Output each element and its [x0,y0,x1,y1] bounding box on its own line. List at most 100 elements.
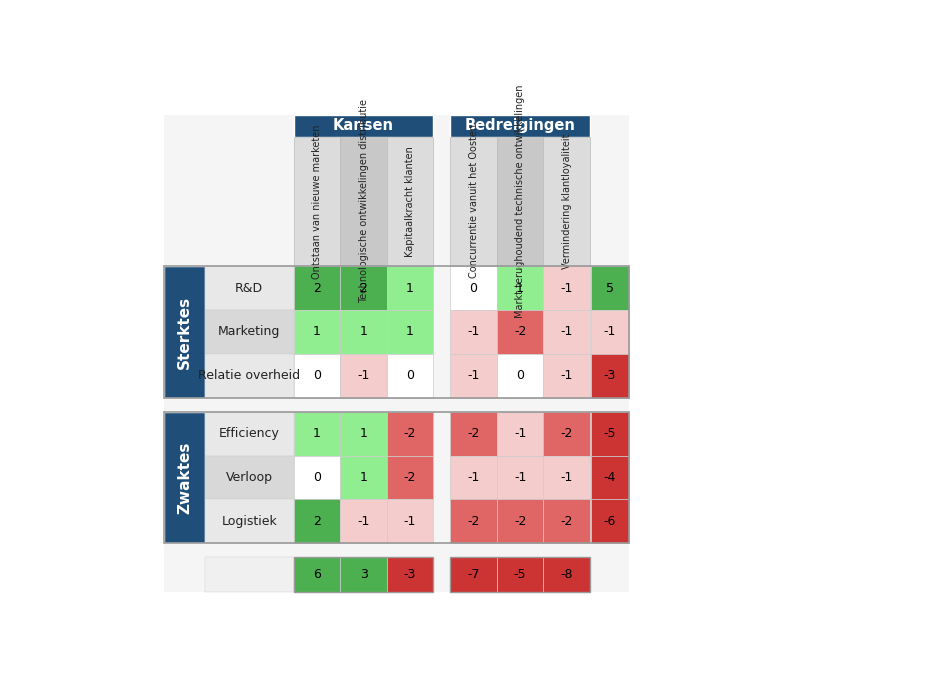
Text: -2: -2 [560,427,572,440]
Bar [451,557,497,592]
Text: 2: 2 [313,515,321,528]
Bar [497,354,543,398]
Text: -1: -1 [560,471,572,484]
Bar [340,499,387,543]
Bar [497,557,543,592]
Text: -8: -8 [560,568,572,581]
Bar [387,310,433,354]
Text: 1: 1 [406,326,414,339]
Text: 0: 0 [516,369,524,382]
Bar [205,499,294,543]
Text: 5: 5 [606,282,614,295]
Text: 0: 0 [313,471,321,484]
Text: -1: -1 [560,326,572,339]
Bar [205,412,294,456]
Text: Zwaktes: Zwaktes [177,441,192,514]
Bar [387,557,433,592]
Bar [451,499,497,543]
Text: -1: -1 [357,369,370,382]
Bar [294,557,433,592]
Text: -1: -1 [468,326,480,339]
Text: 0: 0 [313,369,321,382]
Bar [387,499,433,543]
Text: Concurrentie vanuit het Oosten: Concurrentie vanuit het Oosten [469,124,479,278]
Bar [543,354,590,398]
Bar [543,557,590,592]
Bar [294,557,340,592]
Bar [451,137,497,266]
Text: -5: -5 [514,568,526,581]
Bar [387,412,433,456]
Bar [340,310,387,354]
Bar [340,412,387,456]
Text: -1: -1 [404,515,416,528]
Bar [164,412,205,543]
Bar [294,456,340,499]
Text: -1: -1 [514,471,526,484]
Text: -2: -2 [514,515,526,528]
Bar [340,354,387,398]
Bar [497,137,543,266]
Bar [591,456,629,499]
Bar [164,266,629,398]
Text: Efficiency: Efficiency [219,427,280,440]
Bar [451,115,590,137]
Bar [543,499,590,543]
Bar [451,354,497,398]
Bar [340,557,387,592]
Bar [543,412,590,456]
Text: Ontstaan van nieuwe marketen: Ontstaan van nieuwe marketen [312,124,323,278]
Bar [451,310,497,354]
Text: Markt terughoudend technische ontwikkelingen: Markt terughoudend technische ontwikkeli… [515,85,525,318]
Text: 2: 2 [359,282,368,295]
Text: -7: -7 [468,568,480,581]
Bar [543,137,590,266]
Text: -4: -4 [604,471,616,484]
Bar [340,266,387,310]
Text: -5: -5 [604,427,616,440]
Bar [543,310,590,354]
Text: -2: -2 [404,471,416,484]
Text: 1: 1 [406,282,414,295]
Text: -2: -2 [468,515,480,528]
Text: -2: -2 [404,427,416,440]
Text: -2: -2 [468,427,480,440]
Text: -1: -1 [604,326,616,339]
Bar [294,310,340,354]
Bar [451,412,497,456]
Text: Bedreigingen: Bedreigingen [465,118,575,133]
Bar [205,456,294,499]
Bar [387,354,433,398]
Bar [497,499,543,543]
Text: Vermindering klantloyaliteit: Vermindering klantloyaliteit [562,133,571,269]
Text: 1: 1 [359,326,368,339]
Bar [497,412,543,456]
Bar [543,456,590,499]
Text: 1: 1 [359,471,368,484]
Text: 1: 1 [313,326,321,339]
Text: Technologische ontwikkelingen distributie: Technologische ontwikkelingen distributi… [358,99,369,304]
Bar [591,266,629,310]
Text: 3: 3 [359,568,368,581]
Text: -3: -3 [404,568,416,581]
Bar [294,499,340,543]
Bar [205,557,294,592]
Bar [294,115,433,137]
Bar [205,354,294,398]
Bar [591,412,629,456]
Text: -2: -2 [514,326,526,339]
Bar [451,266,497,310]
Bar [591,310,629,354]
Bar [294,354,340,398]
Bar [294,266,340,310]
Bar [387,266,433,310]
Text: 2: 2 [313,282,321,295]
Bar [591,354,629,398]
Bar [164,412,629,543]
Text: Kansen: Kansen [333,118,394,133]
Bar [497,456,543,499]
Text: -3: -3 [604,369,616,382]
Text: 0: 0 [470,282,477,295]
Text: 1: 1 [359,427,368,440]
Text: -1: -1 [560,369,572,382]
